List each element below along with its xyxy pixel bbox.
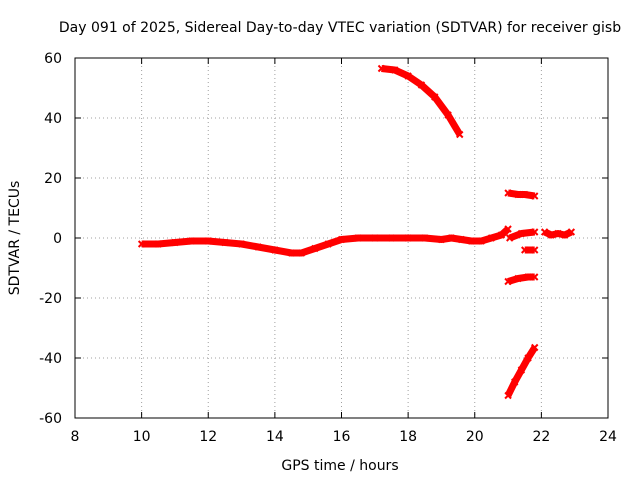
data-point [477, 237, 486, 245]
data-point [521, 190, 529, 199]
data-point [404, 234, 412, 242]
data-point [154, 240, 162, 248]
data-point [504, 189, 512, 197]
y-tick-label: 60 [44, 51, 62, 67]
data-point [391, 66, 399, 74]
series-trace [507, 189, 536, 200]
y-tick-label: 0 [53, 231, 62, 247]
data-point [221, 238, 229, 247]
data-point [456, 130, 464, 139]
data-point [387, 234, 396, 242]
series-5 [521, 246, 539, 254]
x-tick-label: 22 [532, 429, 550, 445]
data-point [521, 246, 529, 254]
data-point [531, 343, 539, 352]
data-point [377, 64, 386, 73]
data-point [524, 273, 532, 281]
data-point [187, 237, 196, 245]
x-axis-title: GPS time / hours [281, 458, 398, 474]
data-point [531, 228, 539, 236]
data-point [237, 240, 246, 248]
series-trace [381, 65, 463, 137]
data-point [467, 237, 476, 245]
data-point [547, 231, 556, 239]
x-tick-label: 16 [333, 429, 351, 445]
data-point [297, 249, 306, 257]
series-trace [507, 273, 535, 285]
data-point [497, 231, 506, 239]
y-axis-title: SDTVAR / TECUs [7, 181, 23, 296]
data-point [431, 93, 439, 101]
data-point [404, 72, 412, 80]
x-tick-label: 18 [399, 429, 417, 445]
data-point [487, 234, 496, 242]
y-axis-ticks: -60 -40 -20 0 20 40 60 [39, 51, 608, 427]
data-point [531, 192, 539, 200]
data-point [504, 277, 512, 286]
y-tick-label: -40 [39, 351, 62, 367]
data-point [517, 229, 526, 238]
data-point [511, 378, 519, 386]
series-4 [506, 228, 539, 242]
data-point [531, 273, 539, 281]
data-point [506, 234, 514, 242]
data-point [287, 249, 296, 257]
x-axis-ticks: 8 10 12 14 16 18 20 22 24 [71, 58, 617, 445]
data-point [354, 234, 362, 242]
data-point [324, 240, 332, 248]
data-point [417, 81, 426, 89]
data-point [540, 228, 549, 236]
y-tick-label: -60 [39, 411, 62, 427]
data-point [560, 231, 569, 239]
data-point [517, 366, 526, 374]
x-tick-label: 14 [266, 429, 284, 445]
data-point [204, 237, 212, 245]
series-8 [540, 228, 576, 239]
data-point [371, 234, 379, 242]
series-6 [504, 273, 539, 286]
data-point [457, 235, 466, 244]
data-point [567, 228, 576, 236]
x-tick-label: 12 [199, 429, 217, 445]
series-3 [504, 189, 539, 200]
data-point [437, 235, 446, 244]
data-point [171, 238, 179, 247]
chart-title: Day 091 of 2025, Sidereal Day-to-day VTE… [59, 20, 621, 36]
y-tick-label: -20 [39, 291, 62, 307]
x-tick-label: 8 [71, 429, 80, 445]
series-2 [377, 64, 464, 139]
data-point [254, 243, 262, 251]
y-tick-label: 20 [44, 171, 62, 187]
data-point [554, 229, 562, 238]
x-tick-label: 10 [133, 429, 151, 445]
data-point [504, 225, 512, 233]
data-point [504, 391, 512, 400]
data-point [311, 244, 319, 253]
data-point [514, 274, 522, 283]
data-point [271, 246, 279, 254]
data-point [531, 246, 539, 254]
data-point [421, 234, 429, 242]
data-point [447, 234, 456, 242]
data-point [137, 240, 146, 248]
series-1 [137, 225, 512, 257]
x-tick-label: 24 [599, 429, 617, 445]
data-point [444, 111, 452, 119]
data-series [137, 64, 576, 400]
data-point [524, 354, 532, 362]
data-point [337, 235, 346, 244]
series-7 [504, 343, 539, 400]
x-tick-label: 20 [466, 429, 484, 445]
data-point [514, 190, 522, 199]
y-tick-label: 40 [44, 111, 62, 127]
